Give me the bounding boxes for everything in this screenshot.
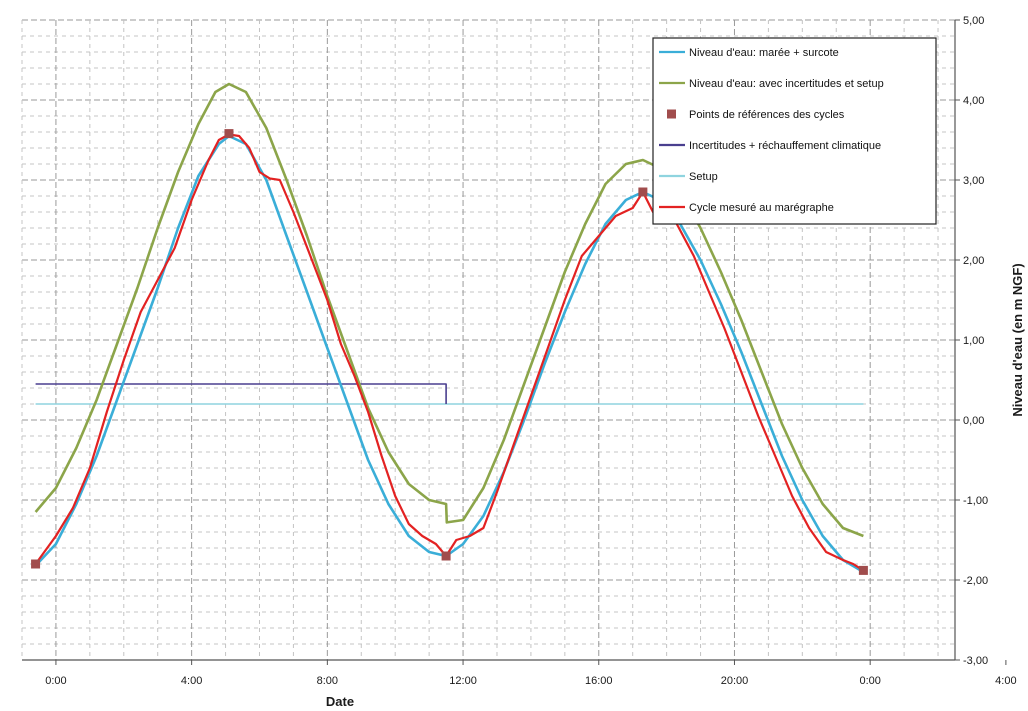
x-tick-label: 4:00 bbox=[181, 675, 202, 687]
reference-point-marker bbox=[638, 187, 648, 197]
markers-layer bbox=[31, 129, 868, 575]
axes: 5,00 4,00 3,00 2,00 1,00 0,00 -1,00 -2,00 -3,00 0… bbox=[22, 15, 1017, 687]
legend-entry-label: Points de références des cycles bbox=[689, 109, 845, 121]
legend-swatch-marker bbox=[667, 109, 676, 119]
legend-entry-label: Incertitudes + réchauffement climatique bbox=[689, 140, 881, 152]
x-tick-label: 4:00 bbox=[995, 675, 1016, 687]
y-tick-label: 2,00 bbox=[963, 255, 984, 267]
x-tick-label: 0:00 bbox=[859, 675, 880, 687]
y-tick-label: -2,00 bbox=[963, 575, 988, 587]
legend: Niveau d'eau: marée + surcote Niveau d'ea… bbox=[652, 37, 937, 225]
legend-entry-label: Cycle mesuré au marégraphe bbox=[689, 202, 834, 214]
reference-point-marker bbox=[441, 551, 451, 561]
legend-entry-label: Niveau d'eau: marée + surcote bbox=[689, 47, 839, 59]
y-tick-label: 0,00 bbox=[963, 415, 984, 427]
y-axis-title: Niveau d'eau (en m NGF) bbox=[1010, 263, 1025, 416]
reference-point-marker bbox=[224, 129, 234, 139]
y-tick-label: 3,00 bbox=[963, 175, 984, 187]
legend-box bbox=[652, 37, 937, 225]
x-tick-label: 0:00 bbox=[45, 675, 66, 687]
reference-point-marker bbox=[31, 559, 41, 569]
x-axis-title: Date bbox=[326, 694, 354, 709]
y-tick-label: -1,00 bbox=[963, 495, 988, 507]
grid bbox=[21, 19, 955, 661]
series-line-cycle-mesure-au-maregraphe bbox=[34, 133, 864, 572]
y-tick-label: 5,00 bbox=[963, 15, 984, 27]
legend-entry-label: Setup bbox=[689, 171, 718, 183]
y-tick-label: -3,00 bbox=[963, 655, 988, 667]
x-tick-label: 20:00 bbox=[721, 675, 749, 687]
x-tick-label: 16:00 bbox=[585, 675, 613, 687]
series-line-niveau-d-eau-avec-incertitudes-et-setup bbox=[34, 82, 864, 538]
x-tick-label: 12:00 bbox=[449, 675, 477, 687]
legend-entry-label: Niveau d'eau: avec incertitudes et setup bbox=[689, 78, 884, 90]
reference-point-marker bbox=[858, 565, 868, 575]
series-line-incertitudes-rechauffement-climatique bbox=[35, 383, 447, 404]
y-tick-label: 1,00 bbox=[963, 335, 984, 347]
x-tick-label: 8:00 bbox=[317, 675, 338, 687]
y-tick-label: 4,00 bbox=[963, 95, 984, 107]
